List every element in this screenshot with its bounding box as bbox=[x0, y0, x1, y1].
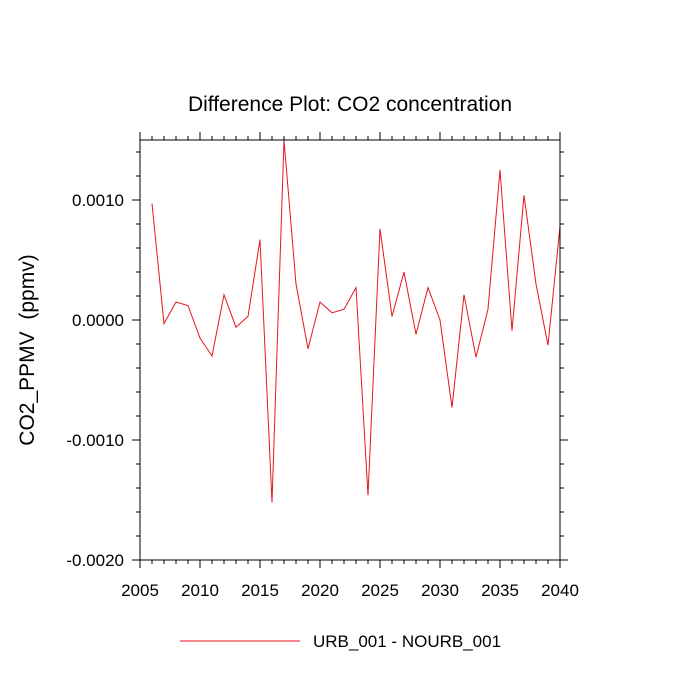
legend: URB_001 - NOURB_001 bbox=[180, 632, 501, 651]
x-tick-label: 2025 bbox=[361, 581, 399, 600]
y-tick-label: -0.0010 bbox=[66, 431, 124, 450]
x-tick-label: 2020 bbox=[301, 581, 339, 600]
y-tick-label: 0.0000 bbox=[72, 311, 124, 330]
x-tick-label: 2005 bbox=[121, 581, 159, 600]
chart-title: Difference Plot: CO2 concentration bbox=[188, 93, 512, 116]
series-line bbox=[151, 139, 561, 503]
axes: 2005 2010 2015 2020 2025 2030 2035 2040 -0.0020 -… bbox=[66, 132, 579, 600]
series-lines bbox=[151, 139, 561, 503]
legend-label: URB_001 - NOURB_001 bbox=[313, 632, 501, 651]
x-tick-label: 2015 bbox=[241, 581, 279, 600]
plot-frame bbox=[139, 139, 561, 561]
x-tick-label: 2030 bbox=[421, 581, 459, 600]
x-tick-label: 2035 bbox=[481, 581, 519, 600]
x-tick-label: 2010 bbox=[181, 581, 219, 600]
x-tick-label: 2040 bbox=[541, 581, 579, 600]
y-tick-label: -0.0020 bbox=[66, 551, 124, 570]
y-tick-label: 0.0010 bbox=[72, 191, 124, 210]
y-axis-label: CO2_PPMV (ppmv) bbox=[16, 254, 39, 445]
